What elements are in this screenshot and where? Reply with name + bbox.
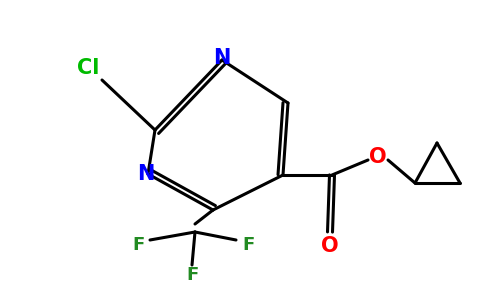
Text: O: O [321, 236, 339, 256]
Text: Cl: Cl [77, 58, 99, 78]
Text: O: O [369, 147, 387, 167]
Text: N: N [213, 48, 231, 68]
Text: F: F [132, 236, 144, 254]
Text: F: F [186, 266, 198, 284]
Text: N: N [137, 164, 155, 184]
Text: F: F [242, 236, 254, 254]
